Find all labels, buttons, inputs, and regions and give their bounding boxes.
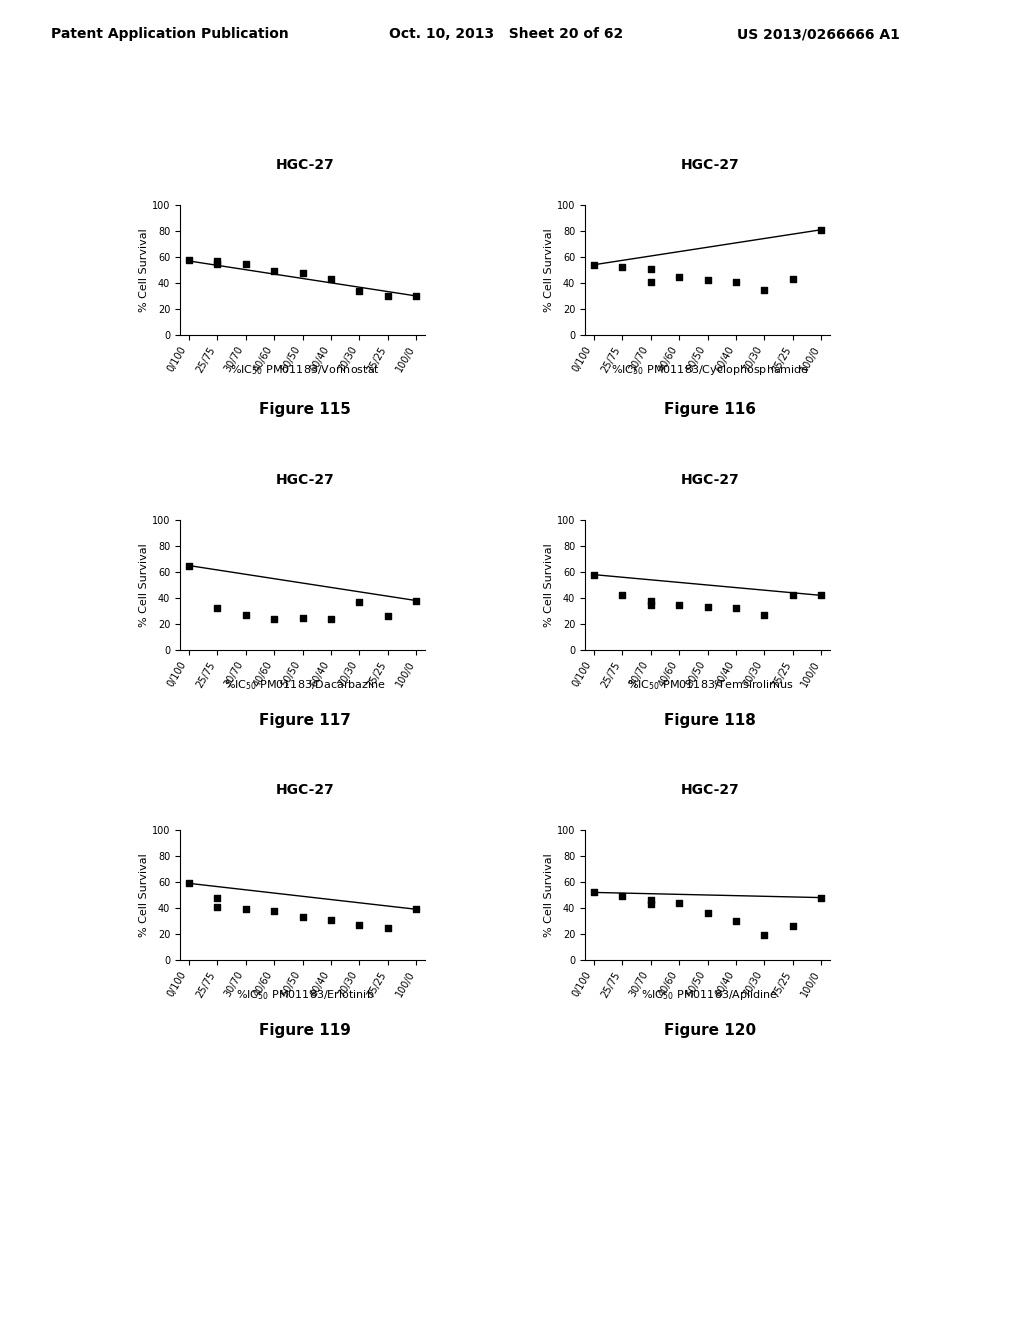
Point xyxy=(351,280,368,301)
Point xyxy=(671,265,687,286)
Point xyxy=(642,590,658,611)
Point xyxy=(209,251,225,272)
Text: Figure 117: Figure 117 xyxy=(259,713,351,727)
Point xyxy=(209,887,225,908)
Text: Figure 116: Figure 116 xyxy=(664,403,756,417)
Point xyxy=(784,916,801,937)
Text: %IC$_{50}$ PM01183/Aplidine: %IC$_{50}$ PM01183/Aplidine xyxy=(641,987,778,1002)
Y-axis label: % Cell Survival: % Cell Survival xyxy=(544,543,554,627)
Text: %IC$_{50}$ PM01183/Erlotinib: %IC$_{50}$ PM01183/Erlotinib xyxy=(236,989,374,1002)
Point xyxy=(642,890,658,911)
Text: %IC$_{50}$ PM01183/Temsirolimus: %IC$_{50}$ PM01183/Temsirolimus xyxy=(627,678,794,692)
Point xyxy=(613,585,630,606)
Text: %IC$_{50}$ PM01183/Cyclophosphamide: %IC$_{50}$ PM01183/Cyclophosphamide xyxy=(611,363,809,378)
Point xyxy=(266,609,283,630)
Point xyxy=(671,892,687,913)
Point xyxy=(409,899,425,920)
Point xyxy=(757,279,773,300)
Point xyxy=(351,915,368,936)
Text: HGC-27: HGC-27 xyxy=(275,783,335,797)
Point xyxy=(238,605,254,626)
Text: Oct. 10, 2013   Sheet 20 of 62: Oct. 10, 2013 Sheet 20 of 62 xyxy=(389,28,624,41)
Point xyxy=(757,925,773,946)
Point xyxy=(699,269,716,290)
Point xyxy=(642,894,658,915)
Point xyxy=(238,253,254,275)
Text: Figure 119: Figure 119 xyxy=(259,1023,351,1038)
Point xyxy=(728,598,744,619)
Point xyxy=(380,917,396,939)
Point xyxy=(323,268,339,289)
Point xyxy=(784,268,801,289)
Point xyxy=(294,607,310,628)
Y-axis label: % Cell Survival: % Cell Survival xyxy=(139,543,150,627)
Point xyxy=(323,609,339,630)
Point xyxy=(813,219,829,240)
Point xyxy=(238,899,254,920)
Point xyxy=(813,585,829,606)
Point xyxy=(380,606,396,627)
Point xyxy=(209,598,225,619)
Y-axis label: % Cell Survival: % Cell Survival xyxy=(139,228,150,312)
Point xyxy=(209,253,225,275)
Point xyxy=(409,285,425,306)
Point xyxy=(728,911,744,932)
Text: HGC-27: HGC-27 xyxy=(275,158,335,172)
Text: Figure 115: Figure 115 xyxy=(259,403,351,417)
Point xyxy=(180,554,197,576)
Point xyxy=(699,903,716,924)
Y-axis label: % Cell Survival: % Cell Survival xyxy=(544,228,554,312)
Point xyxy=(642,259,658,280)
Point xyxy=(409,590,425,611)
Point xyxy=(266,261,283,282)
Point xyxy=(671,594,687,615)
Point xyxy=(586,564,602,585)
Point xyxy=(180,873,197,894)
Point xyxy=(266,900,283,921)
Point xyxy=(813,887,829,908)
Point xyxy=(586,255,602,276)
Point xyxy=(642,594,658,615)
Text: Figure 118: Figure 118 xyxy=(664,713,756,727)
Text: %IC$_{50}$ PM01183/Vorinostat: %IC$_{50}$ PM01183/Vorinostat xyxy=(230,363,380,378)
Point xyxy=(699,597,716,618)
Point xyxy=(180,249,197,271)
Point xyxy=(613,886,630,907)
Point xyxy=(294,263,310,284)
Y-axis label: % Cell Survival: % Cell Survival xyxy=(139,853,150,937)
Point xyxy=(784,585,801,606)
Text: Patent Application Publication: Patent Application Publication xyxy=(51,28,289,41)
Point xyxy=(323,909,339,931)
Text: %IC$_{50}$ PM01183/Dacarbazine: %IC$_{50}$ PM01183/Dacarbazine xyxy=(224,678,386,692)
Point xyxy=(642,271,658,292)
Text: HGC-27: HGC-27 xyxy=(681,473,739,487)
Point xyxy=(351,591,368,612)
Point xyxy=(209,896,225,917)
Text: Figure 120: Figure 120 xyxy=(664,1023,756,1038)
Text: US 2013/0266666 A1: US 2013/0266666 A1 xyxy=(737,28,900,41)
Point xyxy=(728,271,744,292)
Y-axis label: % Cell Survival: % Cell Survival xyxy=(544,853,554,937)
Point xyxy=(613,257,630,279)
Point xyxy=(586,882,602,903)
Point xyxy=(757,605,773,626)
Point xyxy=(294,907,310,928)
Text: HGC-27: HGC-27 xyxy=(681,158,739,172)
Text: HGC-27: HGC-27 xyxy=(275,473,335,487)
Text: HGC-27: HGC-27 xyxy=(681,783,739,797)
Point xyxy=(380,285,396,306)
